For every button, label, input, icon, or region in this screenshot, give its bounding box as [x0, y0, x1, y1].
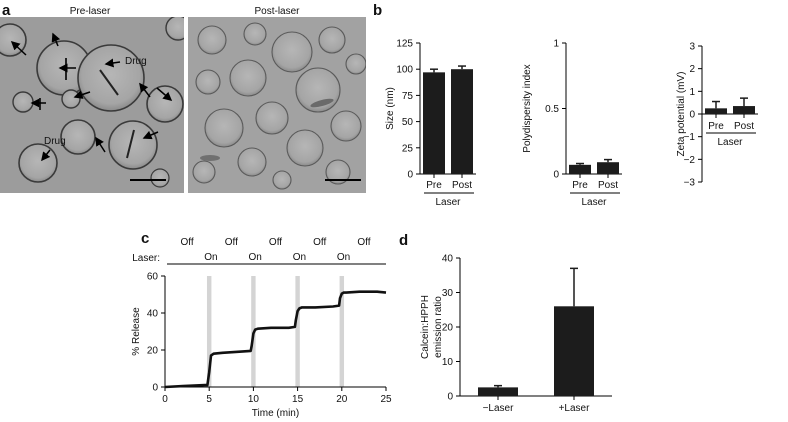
panel-letter-a: a: [2, 2, 11, 19]
ratio-y-label-line: Calcein:HPPH: [420, 295, 431, 359]
size-y-tick-label: 125: [396, 39, 413, 50]
zeta-category-label: Post: [734, 121, 754, 132]
drug-label-1: Drug: [125, 56, 147, 67]
micrograph-pre-title: Pre-laser: [70, 6, 111, 17]
size-bar: [451, 69, 473, 174]
panel-letter-c: c: [141, 230, 150, 247]
pdi-y-tick-label: 0: [553, 170, 559, 181]
zeta-y-tick-label: 1: [689, 87, 695, 98]
size-y-tick-label: 75: [402, 91, 414, 102]
pdi-y-tick-label: 1: [553, 39, 559, 50]
release-series-line: [164, 290, 387, 389]
pdi-bar: [569, 164, 591, 174]
size-y-tick-label: 0: [407, 170, 413, 181]
laser-header-label: Laser:: [132, 253, 160, 264]
zeta-y-label: Zeta potential (mV): [676, 71, 687, 156]
micrograph-pre: Pre-laser Drug Drug: [0, 6, 184, 193]
micrograph-post-title: Post-laser: [254, 6, 300, 17]
zeta-y-tick-label: 0: [689, 110, 695, 121]
micrograph-post: Post-laser: [188, 6, 366, 193]
panel-letter-d: d: [399, 232, 409, 249]
panel-letter-b: b: [373, 2, 383, 19]
size-y-label: Size (nm): [385, 87, 396, 130]
ratio-y-tick-label: 40: [442, 254, 454, 265]
laser-on-band: [295, 276, 300, 387]
pdi-category-label: Post: [598, 180, 618, 191]
chart-size: 0 25 50 75 100 125 Pre Post Laser Size (nm): [385, 39, 476, 208]
zeta-x-label: Laser: [717, 137, 743, 148]
release-x-tick-label: 15: [292, 394, 304, 405]
ratio-category-label: +Laser: [559, 403, 591, 414]
release-y-tick-label: 20: [147, 346, 159, 357]
laser-state-label: On: [204, 252, 217, 263]
release-x-tick-label: 10: [248, 394, 260, 405]
zeta-bar: [733, 106, 755, 114]
pdi-category-label: Pre: [572, 180, 588, 191]
zeta-bar: [705, 108, 727, 114]
release-x-label: Time (min): [252, 408, 299, 419]
release-x-tick-label: 0: [162, 394, 168, 405]
release-x-tick-label: 25: [380, 394, 392, 405]
laser-state-label: Off: [313, 237, 326, 248]
zeta-y-tick-label: 3: [689, 42, 695, 53]
chart-ratio: 0 10 20 30 40 −Laser +Laser Calcein:HPPH emissio…: [420, 254, 612, 414]
ratio-y-tick-label: 20: [442, 323, 454, 334]
laser-state-label: Off: [357, 237, 370, 248]
laser-on-band: [339, 276, 345, 387]
release-x-tick-label: 5: [206, 394, 212, 405]
chart-zeta: −3 −2 −1 0 1 2 3 Pre Post Laser Zeta potential (mV…: [676, 42, 758, 189]
pdi-y-label: Polydispersity index: [522, 64, 533, 152]
ratio-bar: [478, 387, 518, 396]
arrows-pre: [10, 32, 173, 162]
laser-state-label: Off: [181, 237, 194, 248]
release-x-tick-label: 20: [336, 394, 348, 405]
zeta-y-tick-label: 2: [689, 64, 695, 75]
laser-state-label: Off: [225, 237, 238, 248]
laser-state-label: On: [293, 252, 306, 263]
ratio-bar: [554, 306, 594, 396]
release-y-tick-label: 60: [147, 272, 159, 283]
size-y-tick-label: 50: [402, 117, 414, 128]
zeta-y-tick-label: −2: [684, 155, 696, 166]
zeta-category-label: Pre: [708, 121, 724, 132]
size-y-tick-label: 100: [396, 65, 413, 76]
drug-label-2: Drug: [44, 136, 66, 147]
pdi-x-label: Laser: [581, 197, 607, 208]
laser-state-label: On: [248, 252, 261, 263]
ratio-y-tick-label: 10: [442, 357, 454, 368]
zeta-y-tick-label: −1: [684, 132, 696, 143]
release-y-label: % Release: [131, 307, 142, 356]
laser-state-label: Off: [269, 237, 282, 248]
chart-pdi: 0 0.5 1 Pre Post Laser Polydispersity index: [522, 39, 622, 208]
vesicles-post: [192, 22, 366, 190]
size-y-tick-label: 25: [402, 143, 414, 154]
size-bar: [423, 72, 445, 174]
ratio-y-label-line: emission ratio: [433, 296, 444, 358]
zeta-y-tick-label: −3: [684, 178, 696, 189]
pdi-bar: [597, 162, 619, 174]
laser-on-band: [206, 276, 212, 387]
release-y-tick-label: 0: [152, 383, 158, 394]
chart-release: 0 20 40 60 0 5 10 15 20 25 Time (min) % Release Lase…: [131, 237, 392, 419]
laser-state-label: On: [337, 252, 350, 263]
size-x-label: Laser: [435, 197, 461, 208]
ratio-category-label: −Laser: [483, 403, 515, 414]
size-category-label: Pre: [426, 180, 442, 191]
ratio-y-tick-label: 0: [447, 392, 453, 403]
release-y-tick-label: 40: [147, 309, 159, 320]
size-category-label: Post: [452, 180, 472, 191]
pdi-y-tick-label: 0.5: [545, 104, 559, 115]
ratio-y-tick-label: 30: [442, 288, 454, 299]
